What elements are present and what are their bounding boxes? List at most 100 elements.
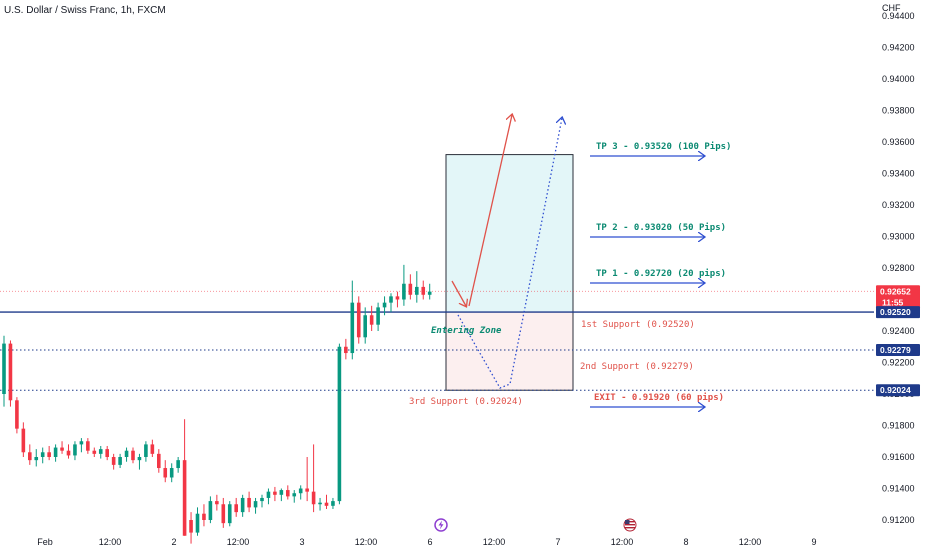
candle [53, 447, 58, 457]
candle [8, 343, 13, 401]
level-price-tag-value: 0.92024 [880, 385, 911, 395]
price-tick-label: 0.93800 [882, 106, 915, 116]
price-tick-label: 0.91200 [882, 515, 915, 525]
candle [279, 490, 284, 495]
level-price-tag[interactable]: 0.92279 [876, 344, 920, 357]
support-2-label: 2nd Support (0.92279) [580, 362, 694, 372]
stop-zone[interactable] [446, 312, 573, 391]
time-tick-label: 8 [683, 537, 688, 547]
candle [408, 283, 413, 295]
candle [363, 315, 367, 338]
target-zone[interactable] [446, 154, 573, 313]
price-tick-label: 0.91600 [882, 452, 915, 462]
candle [189, 520, 193, 533]
level-price-tag-bg [876, 344, 920, 357]
time-tick-label: 12:00 [355, 537, 378, 547]
level-price-tag[interactable]: 0.92520 [876, 306, 920, 319]
time-tick-label: 12:00 [99, 537, 122, 547]
position-box-outline[interactable] [445, 154, 574, 391]
candle [34, 457, 39, 461]
candle [344, 346, 348, 354]
candle [98, 449, 103, 454]
candle [182, 460, 187, 536]
candle [427, 291, 432, 295]
time-tick-label: 12:00 [483, 537, 506, 547]
candle [163, 468, 168, 478]
tp1-label: TP 1 - 0.92720 (20 pips) [596, 268, 726, 279]
candle [47, 452, 51, 457]
candle [350, 302, 355, 354]
candle [79, 441, 84, 445]
projection-paths [451, 115, 562, 389]
candle [260, 497, 264, 502]
candle [369, 315, 374, 325]
level-price-tag-value: 0.92279 [880, 345, 911, 355]
time-tick-label: 7 [555, 537, 560, 547]
price-tick-label: 0.93400 [882, 169, 915, 179]
price-tick-label: 0.92400 [882, 326, 915, 336]
currency-label: CHF [882, 3, 901, 13]
price-axis[interactable]: CHF 0.94400 0.94200 0.94000 0.93800 0.93600 0… [876, 3, 920, 525]
chart-title: U.S. Dollar / Swiss Franc, 1h, FXCM [4, 5, 166, 16]
candle [240, 497, 245, 513]
candle [382, 302, 387, 308]
price-tick-label: 0.92800 [882, 263, 915, 273]
candle [331, 501, 335, 506]
tp2-label: TP 2 - 0.93020 (50 Pips) [596, 222, 726, 233]
level-price-tag-bg [876, 306, 920, 319]
candle [169, 468, 174, 478]
candle [208, 501, 213, 520]
candle [286, 490, 290, 497]
candle [105, 449, 109, 457]
candle [389, 296, 393, 303]
time-tick-label: 9 [811, 537, 816, 547]
price-tick-label: 0.92200 [882, 358, 915, 368]
time-tick-label: 2 [171, 537, 176, 547]
tp3-label: TP 3 - 0.93520 (100 Pips) [596, 141, 731, 152]
candle [227, 504, 232, 524]
candle [395, 296, 400, 300]
time-tick-label: Feb [37, 537, 53, 547]
candle [356, 302, 361, 338]
candle [402, 283, 406, 300]
price-tick-label: 0.94400 [882, 11, 915, 21]
price-tick-label: 0.94000 [882, 74, 915, 84]
candle [2, 343, 6, 394]
support-levels[interactable] [0, 290, 874, 391]
candle [415, 286, 419, 295]
candle [266, 491, 271, 498]
price-tick-label: 0.93000 [882, 232, 915, 242]
bullish-path-arrow [468, 115, 512, 307]
candle [247, 497, 251, 508]
level-price-tag[interactable]: 0.92024 [876, 384, 920, 397]
candle [195, 513, 200, 533]
candle [311, 491, 316, 505]
time-tick-label: 3 [299, 537, 304, 547]
price-tick-label: 0.93200 [882, 200, 915, 210]
candle [253, 501, 258, 508]
candle [298, 488, 303, 494]
candle [421, 286, 426, 295]
candles [2, 264, 432, 544]
candle [273, 491, 277, 495]
entering-zone-label: Entering Zone [431, 325, 502, 336]
time-axis[interactable]: Feb 12:00 2 12:00 3 12:00 6 12:00 7 12:00 8 12:00 9 [37, 537, 816, 547]
us-flag-event-icon[interactable] [623, 518, 637, 532]
candle [60, 447, 64, 451]
candle [221, 504, 226, 524]
trade-annotations: TP 3 - 0.93520 (100 Pips) TP 2 - 0.93020 … [409, 141, 731, 407]
countdown-value: 11:55 [882, 297, 904, 307]
candle [305, 488, 309, 492]
candle [202, 513, 206, 520]
price-tick-label: 0.94200 [882, 43, 915, 53]
candle [92, 450, 97, 454]
position-zones[interactable] [445, 154, 574, 391]
exit-label: EXIT - 0.91920 (60 pips) [594, 392, 724, 403]
candle [66, 450, 71, 456]
price-tick-label: 0.91400 [882, 484, 915, 494]
current-price-value: 0.92652 [880, 286, 911, 296]
lightning-event-icon[interactable] [434, 518, 448, 532]
